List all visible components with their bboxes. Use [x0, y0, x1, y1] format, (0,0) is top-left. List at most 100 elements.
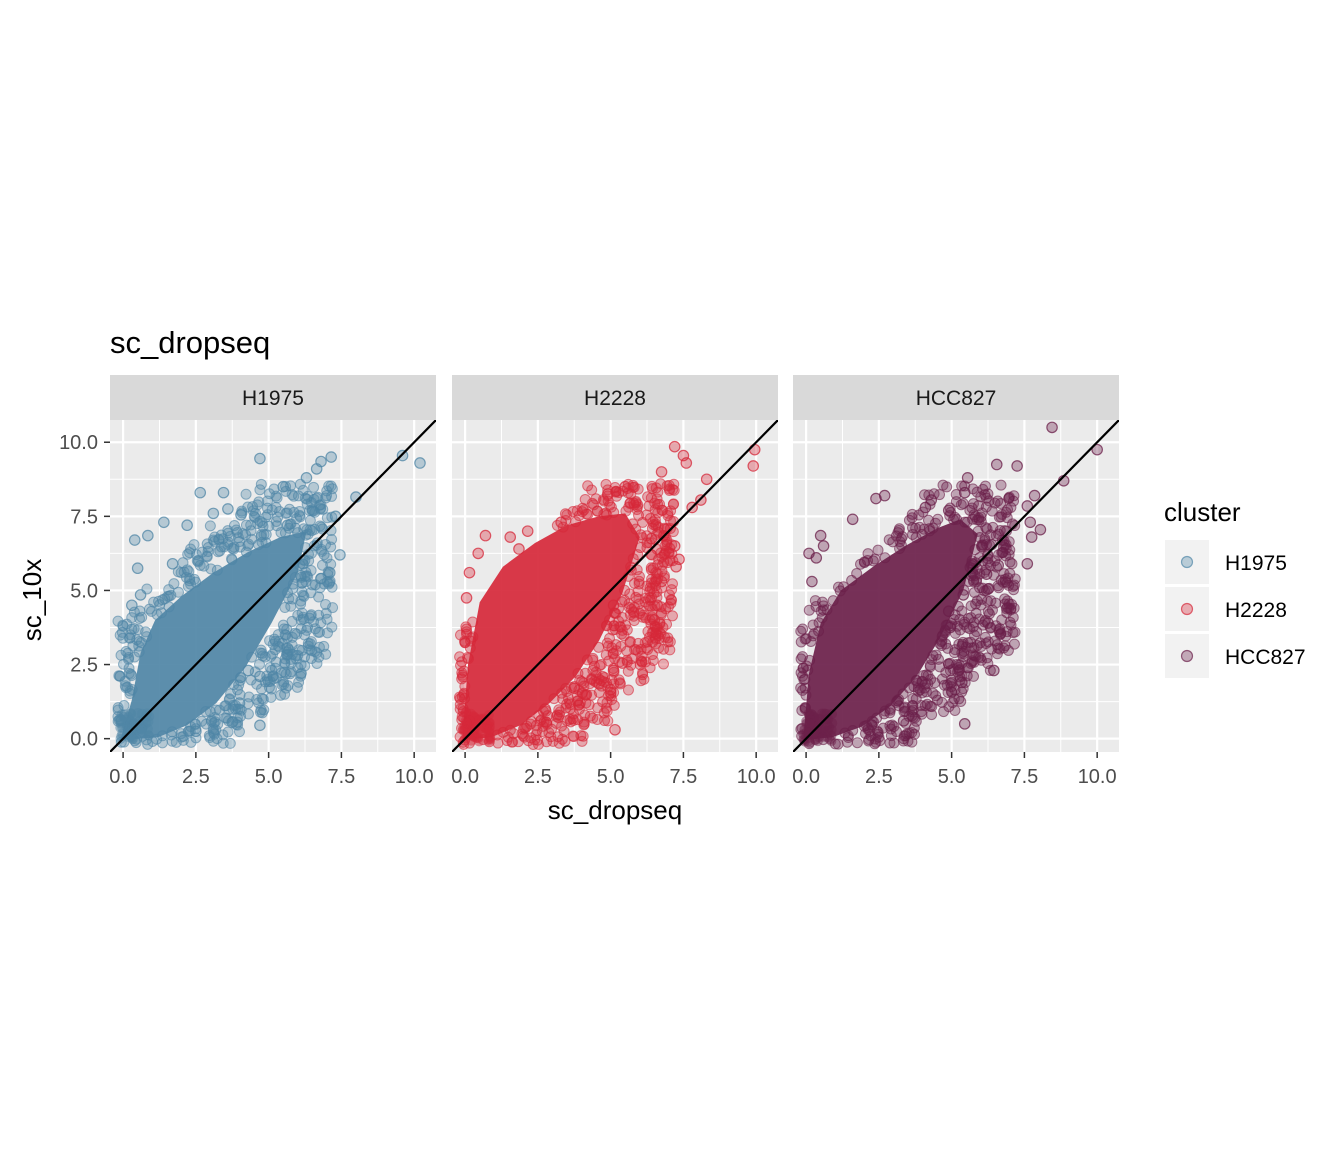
scatter-point: [1034, 523, 1047, 536]
scatter-point: [465, 632, 477, 644]
scatter-point: [812, 724, 823, 735]
scatter-point: [937, 479, 949, 491]
scatter-point: [270, 656, 282, 668]
scatter-point: [122, 647, 134, 659]
legend-key-hcc827: [1180, 649, 1194, 663]
scatter-point: [567, 713, 579, 725]
scatter-point: [226, 716, 239, 729]
scatter-point: [938, 679, 950, 691]
scatter-point: [795, 653, 807, 665]
scatter-point: [970, 650, 982, 662]
data-points: [793, 420, 1119, 752]
scatter-point: [131, 562, 144, 575]
scatter-point: [884, 707, 896, 719]
scatter-point: [125, 668, 137, 680]
scatter-point: [263, 520, 275, 532]
scatter-point: [966, 502, 978, 514]
scatter-point: [466, 735, 477, 746]
scatter-point: [980, 568, 993, 580]
scatter-point: [126, 599, 138, 612]
scatter-point: [603, 655, 615, 667]
facet-strip-label: H2228: [584, 387, 646, 410]
scatter-point: [948, 514, 960, 526]
scatter-point: [942, 504, 955, 517]
x-tick-label: 7.5: [669, 766, 697, 788]
scatter-point: [281, 642, 294, 655]
scatter-point: [645, 532, 658, 545]
scatter-point: [846, 513, 859, 526]
scatter-point: [321, 490, 333, 502]
scatter-point: [218, 541, 230, 553]
x-tick-label: 5.0: [597, 766, 625, 788]
scatter-point: [980, 539, 992, 551]
scatter-point: [1005, 501, 1017, 513]
scatter-point: [999, 598, 1011, 610]
scatter-point: [883, 534, 895, 546]
scatter-point: [1003, 598, 1015, 610]
scatter-point: [906, 508, 918, 520]
scatter-point: [989, 497, 1001, 509]
scatter-point: [586, 484, 598, 496]
scatter-point: [548, 693, 560, 705]
scatter-point: [851, 737, 863, 749]
scatter-point: [622, 684, 634, 696]
scatter-point: [210, 724, 222, 736]
scatter-point: [298, 613, 310, 625]
scatter-point: [251, 499, 263, 511]
scatter-point: [222, 503, 234, 515]
scatter-point: [233, 697, 246, 709]
scatter-point: [233, 726, 245, 738]
scatter-point: [587, 654, 599, 666]
scatter-point: [898, 706, 910, 718]
scatter-point: [607, 599, 620, 612]
scatter-point: [1008, 638, 1020, 650]
y-tick-label: 2.5: [70, 655, 98, 677]
scatter-point: [916, 676, 928, 688]
scatter-point: [747, 460, 760, 472]
scatter-point: [666, 610, 678, 622]
scatter-point: [906, 699, 918, 711]
scatter-point: [181, 519, 193, 532]
scatter-point: [310, 492, 322, 504]
scatter-point: [655, 466, 668, 478]
scatter-point: [251, 693, 263, 705]
scatter-point: [604, 686, 617, 699]
scatter-point: [586, 689, 598, 701]
scatter-point: [472, 547, 484, 560]
scatter-point: [1046, 421, 1058, 434]
scatter-point: [121, 681, 133, 693]
scatter-point: [614, 678, 626, 690]
scatter-point: [281, 519, 294, 532]
scatter-point: [983, 608, 995, 620]
scatter-point: [647, 649, 659, 661]
scatter-point: [456, 656, 468, 668]
scatter-point: [593, 678, 605, 690]
scatter-point: [158, 516, 170, 529]
facet-strip: [793, 375, 1119, 420]
scatter-point: [651, 599, 664, 612]
scatter-point: [619, 594, 631, 606]
scatter-point: [268, 633, 280, 645]
scatter-point: [305, 652, 317, 664]
scatter-point: [930, 517, 942, 529]
scatter-point: [453, 691, 465, 703]
scatter-point: [992, 642, 1004, 654]
scatter-point: [254, 670, 266, 683]
scatter-point: [632, 549, 644, 561]
scatter-point: [593, 641, 605, 653]
scatter-point: [300, 472, 313, 484]
scatter-point: [626, 603, 638, 615]
scatter-point: [817, 540, 830, 552]
scatter-point: [166, 557, 179, 570]
scatter-point: [958, 718, 971, 730]
scatter-point: [172, 566, 184, 578]
scatter-point: [975, 491, 987, 503]
x-tick-label: 5.0: [255, 766, 283, 788]
scatter-point: [504, 531, 517, 543]
scatter-point: [1021, 500, 1034, 512]
scatter-point: [204, 520, 216, 532]
scatter-point: [652, 498, 664, 510]
scatter-point: [862, 735, 874, 747]
scatter-point: [599, 715, 611, 727]
scatter-point: [598, 707, 610, 719]
